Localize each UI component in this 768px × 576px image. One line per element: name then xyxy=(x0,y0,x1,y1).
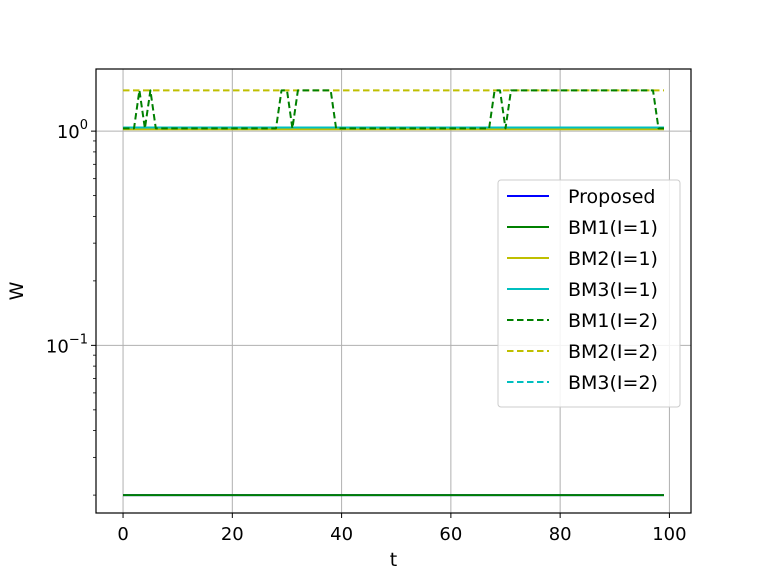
x-tick-label: 80 xyxy=(549,524,572,545)
plot-area-frame xyxy=(95,68,692,514)
series-line-bm1-i-2 xyxy=(123,89,664,130)
legend-label: BM1(I=1) xyxy=(568,217,658,239)
legend-label: BM1(I=2) xyxy=(568,310,658,332)
y-axis-label: W xyxy=(6,281,28,300)
legend: Proposed BM1(I=1) BM2(I=1) BM3(I=1) BM1(I=2)… xyxy=(497,179,681,408)
y-axis-ticks: 100 10−1 xyxy=(46,118,96,357)
legend-label: BM2(I=2) xyxy=(568,341,658,363)
x-tick-label: 60 xyxy=(439,524,462,545)
x-tick-label: 40 xyxy=(330,524,353,545)
legend-label: BM3(I=1) xyxy=(568,279,658,301)
x-tick-label: 100 xyxy=(652,524,686,545)
x-axis-label: t xyxy=(390,549,397,571)
x-tick-label: 0 xyxy=(117,524,128,545)
x-axis-ticks: 0 20 40 60 80 100 xyxy=(117,513,687,545)
x-tick-label: 20 xyxy=(221,524,244,545)
legend-label: Proposed xyxy=(568,186,655,208)
series-lines xyxy=(123,89,664,497)
legend-label: BM2(I=1) xyxy=(568,248,658,270)
legend-label: BM3(I=2) xyxy=(568,372,658,394)
y-tick-label: 10−1 xyxy=(46,332,88,357)
y-tick-label: 100 xyxy=(57,118,88,143)
